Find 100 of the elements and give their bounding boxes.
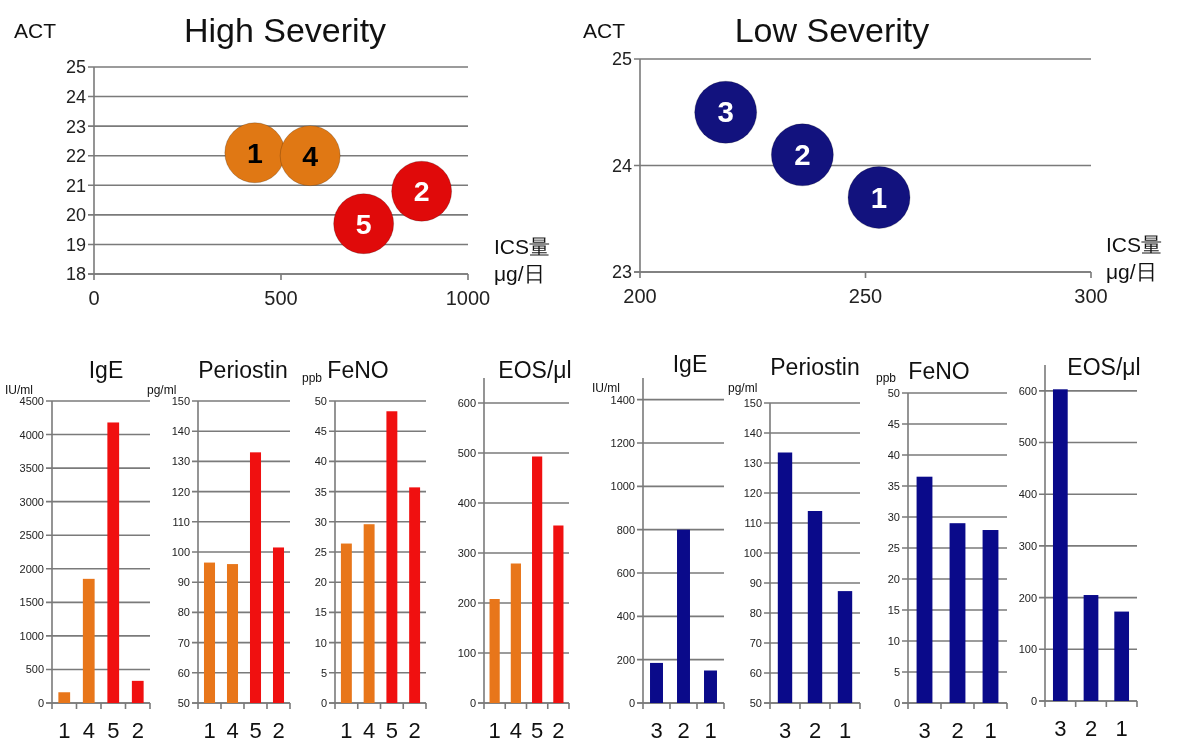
y-tick-label: 1000 <box>610 480 635 493</box>
x-tick-label: 300 <box>1074 285 1108 307</box>
x-tick-label: 2 <box>131 718 144 743</box>
y-tick-label: 20 <box>887 572 900 585</box>
y-tick-label: 40 <box>887 448 900 461</box>
y-tick-label: 200 <box>1018 591 1037 604</box>
chart-title: Periostin <box>770 354 860 380</box>
x-tick-label: 1 <box>203 718 216 743</box>
y-tick-label: 100 <box>171 545 190 558</box>
y-tick-label: 300 <box>1018 539 1037 552</box>
x-tick-label: 0 <box>88 287 100 309</box>
y-tick-label: 1400 <box>610 393 635 406</box>
y-tick-label: 24 <box>611 155 632 176</box>
y-tick-label: 500 <box>457 446 476 459</box>
bar <box>532 456 543 703</box>
x-tick-label: 2 <box>808 718 822 743</box>
bar <box>340 543 352 703</box>
y-tick-label: 2000 <box>19 562 44 575</box>
y-tick-label: 10 <box>887 634 900 647</box>
y-tick-label: 4500 <box>19 394 44 407</box>
series-label: 2 <box>794 138 811 172</box>
x-tick-label: 4 <box>82 718 95 743</box>
chart-title: High Severity <box>183 11 387 49</box>
x-tick-label: 3 <box>1054 716 1067 741</box>
y-tick-label: 20 <box>314 576 327 589</box>
x-tick-label: 2 <box>1084 716 1098 741</box>
y-tick-label: 600 <box>616 566 635 579</box>
point <box>333 193 395 255</box>
x-tick-label: 1 <box>488 718 501 743</box>
x-tick-label: 5 <box>385 718 398 743</box>
y-tick-label: 3000 <box>19 495 44 508</box>
y-tick-label: 90 <box>177 576 190 589</box>
bar <box>58 692 71 703</box>
y-tick-label: 24 <box>65 87 86 108</box>
x-tick-label: 2 <box>408 718 421 743</box>
series-label: 2 <box>413 175 430 208</box>
y-axis-title: ppb <box>876 371 897 385</box>
bar <box>386 411 398 703</box>
x-tick-label: 1 <box>340 718 353 743</box>
y-tick-label: 90 <box>749 576 762 589</box>
bar <box>1114 611 1130 701</box>
bar <box>107 422 120 703</box>
y-tick-label: 60 <box>749 666 762 679</box>
x-tick-label: 4 <box>363 718 376 743</box>
y-tick-label: 500 <box>25 663 44 676</box>
y-tick-label: 45 <box>887 417 900 430</box>
bar <box>1052 389 1068 701</box>
y-tick-label: 500 <box>1018 436 1037 449</box>
y-tick-label: 50 <box>749 696 762 709</box>
y-tick-label: 400 <box>457 496 476 509</box>
series-label: 1 <box>246 136 263 169</box>
y-tick-label: 130 <box>743 456 762 469</box>
x-tick-label: 1 <box>984 718 997 743</box>
y-tick-label: 50 <box>314 394 327 407</box>
y-tick-label: 600 <box>457 396 476 409</box>
x-tick-label: 4 <box>226 718 239 743</box>
y-tick-label: 0 <box>893 696 900 709</box>
y-tick-label: 20 <box>65 205 86 226</box>
x-tick-label: 5 <box>249 718 262 743</box>
x-tick-label: 1 <box>704 718 717 743</box>
y-tick-label: 120 <box>743 486 762 499</box>
chart-title: EOS/μl <box>1067 354 1141 380</box>
bar <box>704 670 717 703</box>
x-tick-label: 2 <box>272 718 285 743</box>
x-tick-label: 3 <box>918 718 931 743</box>
chart-title: Periostin <box>198 357 288 383</box>
bar <box>677 529 690 703</box>
y-tick-label: 40 <box>314 455 327 468</box>
point <box>391 160 453 222</box>
y-tick-label: 1200 <box>610 436 635 449</box>
y-tick-label: 0 <box>469 696 476 709</box>
x-axis-title: ICS量 μg/日 <box>494 235 551 286</box>
bar <box>489 599 500 703</box>
y-tick-label: 18 <box>65 264 86 285</box>
x-tick-label: 2 <box>951 718 964 743</box>
y-tick-label: 0 <box>37 696 44 709</box>
x-tick-label: 5 <box>107 718 120 743</box>
y-tick-label: 45 <box>314 425 327 438</box>
x-tick-label: 500 <box>264 287 298 309</box>
bar <box>650 662 663 703</box>
y-tick-label: 150 <box>743 396 762 409</box>
y-tick-label: 3500 <box>19 462 44 475</box>
y-tick-label: 300 <box>457 546 476 559</box>
y-tick-label: 25 <box>65 57 86 78</box>
point <box>224 122 286 184</box>
y-tick-label: 0 <box>320 696 327 709</box>
point <box>847 165 911 229</box>
y-tick-label: 10 <box>314 636 327 649</box>
x-tick-label: 2 <box>552 718 565 743</box>
chart-title: FeNO <box>908 358 970 384</box>
y-tick-label: 35 <box>314 485 327 498</box>
series-label: 3 <box>717 95 734 129</box>
y-axis-title: ACT <box>14 19 57 42</box>
y-tick-label: 100 <box>457 646 476 659</box>
y-axis-title: ACT <box>583 19 626 42</box>
y-axis-title: pg/ml <box>728 381 758 395</box>
y-tick-label: 0 <box>628 696 635 709</box>
series-label: 4 <box>302 139 319 172</box>
chart-title: IgE <box>672 351 708 377</box>
x-tick-label: 250 <box>848 285 883 307</box>
